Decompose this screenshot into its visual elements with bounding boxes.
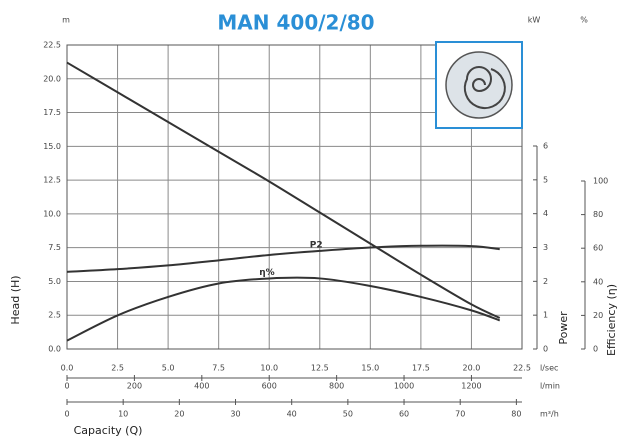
y3-tick-label: 40 — [593, 277, 603, 286]
y2-tick-label: 0 — [543, 345, 548, 354]
x-tick-label: 60 — [399, 410, 409, 419]
x-tick-label: 70 — [455, 410, 465, 419]
curve — [66, 244, 500, 273]
x-tick-label: 17.5 — [412, 364, 430, 373]
x-tick-label: 20.0 — [463, 364, 481, 373]
curve — [66, 276, 501, 342]
x-tick-label: 12.5 — [311, 364, 329, 373]
y-tick-label: 2.5 — [48, 311, 61, 320]
x-unit: l/sec — [540, 364, 558, 373]
y-tick-label: 0.0 — [48, 345, 61, 354]
y2-tick-label: 3 — [543, 243, 548, 252]
y2-unit: kW — [528, 16, 541, 25]
y3-unit: % — [580, 16, 588, 25]
x-tick-label: 0 — [64, 410, 69, 419]
curve-label: P2 — [310, 240, 323, 250]
x-tick-label: 20 — [174, 410, 184, 419]
y-tick-label: 17.5 — [43, 108, 61, 117]
x-tick-label: 1000 — [394, 382, 414, 391]
x-tick-label: 50 — [343, 410, 353, 419]
x-tick-label: 0.0 — [61, 364, 74, 373]
x2-unit: l/min — [540, 382, 560, 391]
y-tick-label: 7.5 — [48, 243, 61, 252]
y3-tick-label: 60 — [593, 244, 603, 253]
x-tick-label: 7.5 — [212, 364, 225, 373]
y-tick-label: 5.0 — [48, 277, 61, 286]
y2-tick-label: 5 — [543, 175, 548, 184]
y2-tick-label: 4 — [543, 209, 548, 218]
x-tick-label: 15.0 — [361, 364, 379, 373]
x-tick-label: 400 — [194, 382, 209, 391]
x-tick-label: 10.0 — [260, 364, 278, 373]
x-tick-label: 200 — [127, 382, 142, 391]
x-tick-label: 600 — [262, 382, 277, 391]
curve — [66, 61, 501, 319]
x-tick-label: 30 — [230, 410, 240, 419]
y3-tick-label: 20 — [593, 311, 603, 320]
x-tick-label: 2.5 — [111, 364, 124, 373]
x-tick-label: 800 — [329, 382, 344, 391]
x3-unit: m³/h — [540, 410, 559, 419]
x-tick-label: 80 — [511, 410, 521, 419]
y3-tick-label: 0 — [593, 345, 598, 354]
y2-axis-title: Power — [557, 311, 570, 345]
y2-tick-label: 1 — [543, 311, 548, 320]
impeller-icon — [435, 41, 523, 129]
plot-frame — [66, 44, 523, 350]
y-tick-label: 15.0 — [43, 142, 61, 151]
y-tick-label: 20.0 — [43, 74, 61, 83]
x-axis-title: Capacity (Q) — [74, 424, 143, 437]
x-tick-label: 0 — [64, 382, 69, 391]
y-tick-label: 22.5 — [43, 41, 61, 50]
x-tick-label: 40 — [287, 410, 297, 419]
y-axis-title: Head (H) — [9, 275, 22, 324]
curve-label: η% — [259, 268, 274, 278]
y3-tick-label: 100 — [593, 177, 608, 186]
y-tick-label: 12.5 — [43, 176, 61, 185]
y2-tick-label: 2 — [543, 277, 548, 286]
y3-axis-title: Efficiency (η) — [605, 284, 617, 356]
y3-tick-label: 80 — [593, 210, 603, 219]
y-tick-label: 10.0 — [43, 209, 61, 218]
x-tick-label: 5.0 — [162, 364, 175, 373]
y-unit: m — [62, 16, 70, 25]
x-tick-label: 22.5 — [513, 364, 531, 373]
chart-title: MAN 400/2/80 — [217, 11, 374, 35]
x-tick-label: 1200 — [461, 382, 481, 391]
y2-tick-label: 6 — [543, 142, 548, 151]
x-tick-label: 10 — [118, 410, 128, 419]
